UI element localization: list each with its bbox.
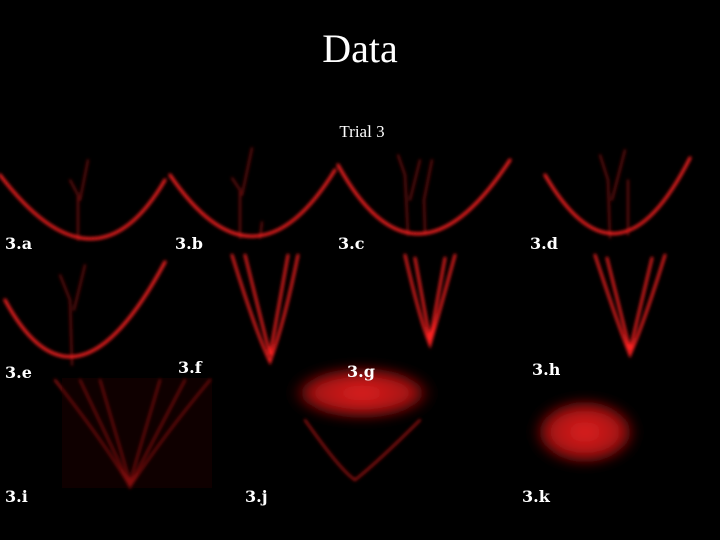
panel-label: 3.b [175,234,203,253]
image-i [54,379,211,489]
panel-label: 3.e [5,363,32,382]
image-g [403,253,457,349]
panel-label: 3.k [522,487,551,506]
image-a [0,173,167,241]
panel-label: 3.c [338,234,365,253]
image-b [168,168,337,238]
panel-label: 3.j [245,487,268,506]
image-c-branch [397,154,433,236]
slide-subtitle: Trial 3 [339,122,384,141]
image-c [336,158,512,236]
image-h [593,253,667,359]
image-e-branch [59,264,86,366]
image-j [304,419,421,482]
image-d [543,156,692,235]
slide-title: Data [322,26,398,71]
panel-label: 3.a [5,234,32,253]
panel-label: 3.f [178,358,203,377]
image-a-branch [69,159,89,241]
panel-label: 3.i [5,487,28,506]
image-f [230,253,300,366]
image-d-branch [599,149,629,239]
image-b-branch [231,147,263,239]
images [0,147,692,489]
panel-label: 3.d [530,234,558,253]
panel-label: 3.g [347,362,375,381]
panel-label: 3.h [532,360,561,379]
image-j-blob [287,365,437,421]
image-e [3,260,167,359]
image-i-haze [62,378,212,488]
image-k [530,397,640,467]
